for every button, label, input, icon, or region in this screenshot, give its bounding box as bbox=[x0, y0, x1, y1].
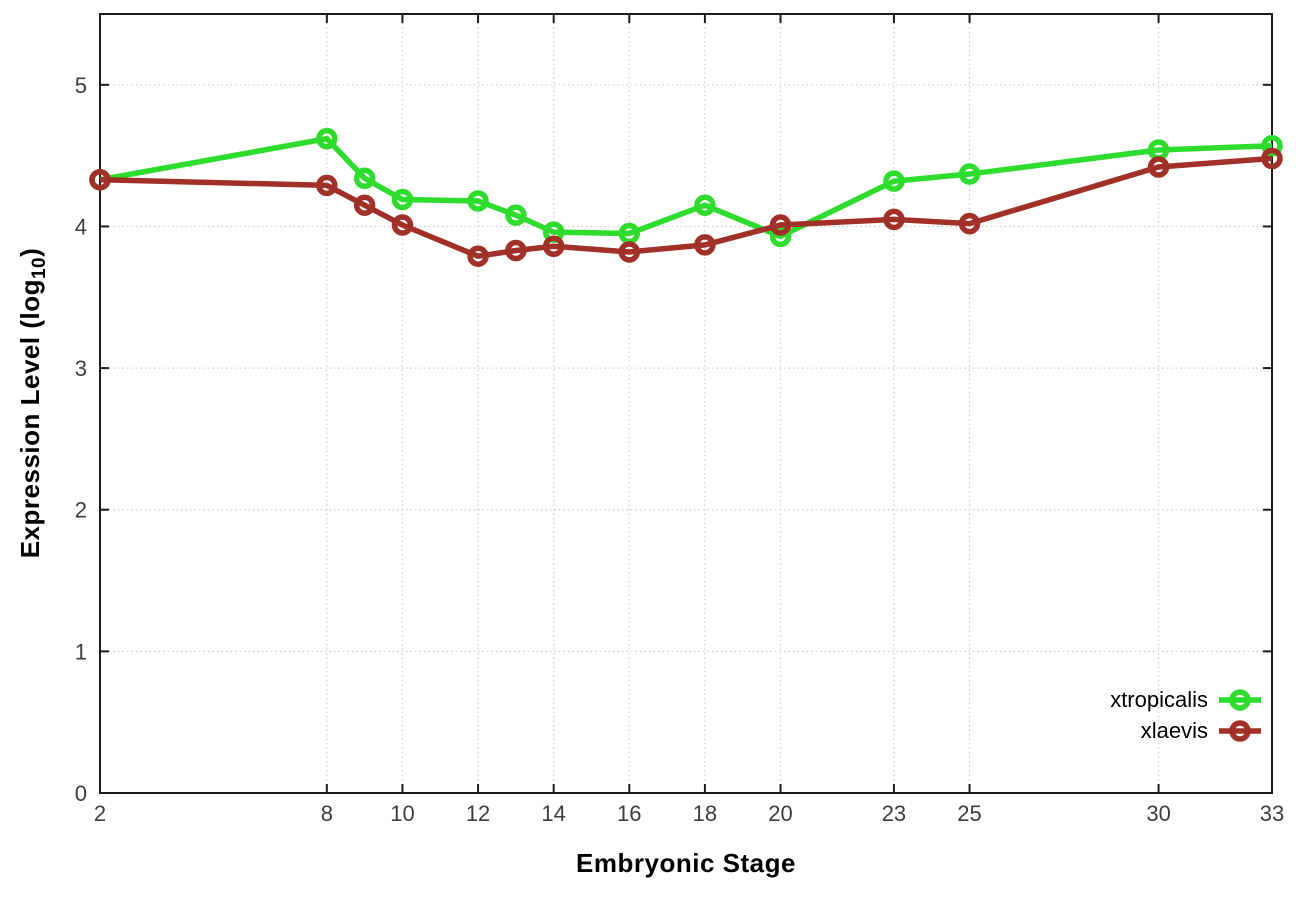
data-point-marker-xlaevis bbox=[89, 168, 111, 191]
y-tick-label: 3 bbox=[75, 356, 87, 381]
legend-marker-xtropicalis-icon bbox=[1219, 689, 1261, 711]
y-tick-label: 1 bbox=[75, 639, 87, 664]
data-point-marker-xlaevis bbox=[353, 194, 376, 216]
data-point-marker-xlaevis bbox=[391, 214, 414, 236]
data-point-marker-xtropicalis bbox=[353, 167, 376, 190]
y-axis-title-suffix: ) bbox=[14, 247, 45, 257]
data-point-marker-xtropicalis bbox=[958, 163, 981, 185]
data-point-marker-xtropicalis bbox=[391, 188, 414, 211]
x-tick-label: 14 bbox=[541, 801, 565, 826]
legend-label-xlaevis: xlaevis bbox=[1140, 718, 1208, 743]
y-tick-label: 5 bbox=[75, 73, 87, 98]
data-point-marker-xtropicalis bbox=[505, 204, 527, 226]
data-point-marker-xlaevis bbox=[1147, 156, 1170, 178]
x-tick-label: 12 bbox=[466, 801, 490, 826]
x-tick-label: 16 bbox=[617, 801, 641, 826]
legend: xtropicalis xlaevis bbox=[1110, 687, 1262, 744]
y-axis-title-subscript: 10 bbox=[29, 256, 51, 280]
x-tick-label: 23 bbox=[882, 801, 906, 826]
tick-marks bbox=[99, 14, 1273, 794]
data-point-marker-xlaevis bbox=[467, 245, 489, 267]
data-point-marker-xlaevis bbox=[316, 174, 338, 197]
x-tick-label: 2 bbox=[94, 801, 106, 826]
data-point-marker-xlaevis bbox=[618, 241, 641, 263]
series-xtropicalis bbox=[89, 127, 1283, 248]
data-point-marker-xtropicalis bbox=[467, 190, 489, 212]
x-tick-label: 30 bbox=[1146, 801, 1170, 826]
x-tick-label: 20 bbox=[768, 801, 792, 826]
x-axis-title: Embryonic Stage bbox=[576, 848, 796, 878]
y-tick-label: 2 bbox=[75, 498, 87, 523]
legend-label-xtropicalis: xtropicalis bbox=[1110, 687, 1208, 712]
data-point-marker-xlaevis bbox=[1261, 147, 1283, 170]
x-tick-label: 18 bbox=[693, 801, 717, 826]
data-point-marker-xlaevis bbox=[542, 235, 565, 258]
data-point-marker-xtropicalis bbox=[694, 194, 716, 216]
series-xlaevis bbox=[89, 147, 1283, 267]
y-tick-label: 4 bbox=[75, 214, 87, 239]
x-tick-label: 25 bbox=[957, 801, 981, 826]
legend-marker-xlaevis-icon bbox=[1219, 720, 1261, 742]
legend-sample-marker bbox=[1229, 689, 1251, 711]
y-tick-label: 0 bbox=[75, 781, 87, 806]
legend-sample-marker bbox=[1229, 720, 1251, 742]
data-point-marker-xlaevis bbox=[958, 212, 981, 235]
y-axis-title-text: Expression Level (log bbox=[14, 279, 45, 559]
data-point-marker-xlaevis bbox=[505, 239, 527, 262]
data-point-marker-xlaevis bbox=[694, 234, 716, 256]
data-point-marker-xlaevis bbox=[769, 214, 792, 236]
data-point-marker-xtropicalis bbox=[883, 170, 905, 192]
legend-entry-xtropicalis: xtropicalis bbox=[1110, 687, 1262, 713]
data-point-marker-xtropicalis bbox=[769, 225, 792, 248]
data-point-marker-xtropicalis bbox=[1261, 134, 1283, 157]
legend-entry-xlaevis: xlaevis bbox=[1141, 718, 1262, 744]
x-tick-label: 8 bbox=[321, 801, 333, 826]
gridlines bbox=[99, 14, 1273, 793]
data-point-marker-xlaevis bbox=[883, 208, 905, 231]
plot-border bbox=[99, 13, 1273, 794]
data-point-marker-xtropicalis bbox=[316, 127, 338, 150]
series-line-xlaevis bbox=[99, 155, 1273, 260]
x-tick-label: 10 bbox=[390, 801, 414, 826]
x-tick-label: 33 bbox=[1260, 801, 1284, 826]
y-axis-title: Expression Level (log10) bbox=[15, 248, 51, 559]
